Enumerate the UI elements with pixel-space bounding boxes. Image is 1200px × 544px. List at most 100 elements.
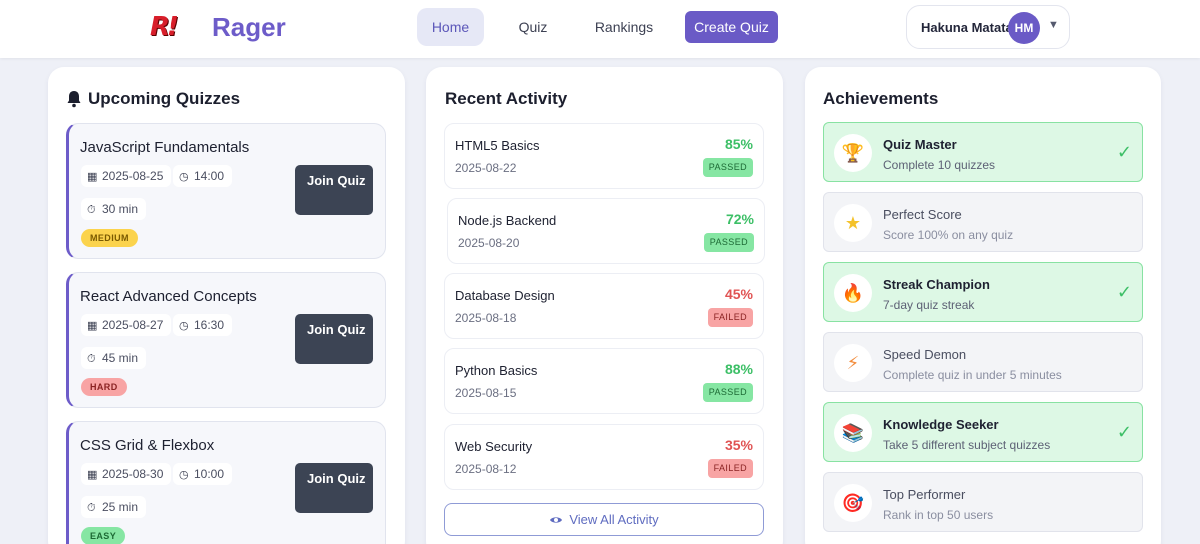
difficulty-badge: MEDIUM	[81, 229, 138, 247]
status-badge: FAILED	[707, 308, 753, 327]
achievement-desc: Complete 10 quizzes	[883, 158, 996, 172]
achievement-title: Perfect Score	[883, 207, 962, 222]
join-quiz-button[interactable]: Join Quiz	[295, 165, 373, 215]
achievements-card: Achievements 🏆 Quiz Master Complete 10 q…	[805, 67, 1161, 544]
status-badge: PASSED	[703, 233, 754, 252]
quiz-duration: ⏱ 30 min	[81, 198, 147, 220]
achievement-item: 📚 Knowledge Seeker Take 5 different subj…	[823, 402, 1143, 462]
achievement-item: 🏆 Quiz Master Complete 10 quizzes ✓	[823, 122, 1143, 182]
calendar-icon: ▦	[87, 469, 98, 481]
activity-title: Node.js Backend	[458, 213, 557, 228]
activity-title: HTML5 Basics	[455, 138, 540, 153]
quiz-date: ▦ 2025-08-27	[81, 314, 172, 336]
lightning-icon: ⚡	[834, 344, 872, 382]
check-icon: ✓	[1116, 422, 1132, 442]
user-name: Hakuna Matata	[921, 20, 1013, 35]
nav-rankings[interactable]: Rankings	[594, 19, 654, 35]
eye-icon	[550, 516, 563, 523]
activity-score: 88%	[724, 361, 753, 377]
quiz-duration: ⏱ 25 min	[81, 496, 147, 518]
achievement-title: Quiz Master	[883, 137, 957, 152]
activity-title: Python Basics	[455, 363, 538, 378]
activity-score: 45%	[724, 286, 753, 302]
activity-title: Database Design	[455, 288, 555, 303]
achievement-title: Streak Champion	[883, 277, 990, 292]
quiz-time: ◷ 10:00	[173, 463, 233, 485]
achievement-title: Knowledge Seeker	[883, 417, 999, 432]
clock-icon: ◷	[179, 469, 189, 481]
quiz-title: React Advanced Concepts	[80, 288, 257, 305]
activity-date: 2025-08-12	[455, 462, 517, 476]
nav-quiz[interactable]: Quiz	[518, 19, 548, 35]
quiz-title: JavaScript Fundamentals	[80, 139, 250, 156]
calendar-icon: ▦	[87, 320, 98, 332]
user-menu[interactable]: Hakuna Matata HM ▼	[906, 5, 1070, 49]
avatar: HM	[1008, 12, 1040, 44]
stopwatch-icon: ⏱	[87, 353, 96, 365]
activity-title: Web Security	[455, 439, 533, 454]
achievement-item: ⚡ Speed Demon Complete quiz in under 5 m…	[823, 332, 1143, 392]
activity-score: 85%	[724, 136, 753, 152]
activity-item[interactable]: HTML5 Basics 2025-08-22 85% PASSED	[444, 123, 764, 189]
activity-score: 35%	[724, 437, 753, 453]
clock-icon: ◷	[179, 171, 189, 183]
brand-name[interactable]: Rager	[212, 12, 286, 42]
achievement-desc: Rank in top 50 users	[883, 508, 994, 522]
books-icon: 📚	[834, 414, 872, 452]
achievement-desc: Take 5 different subject quizzes	[883, 438, 1051, 452]
achievement-desc: Complete quiz in under 5 minutes	[883, 368, 1062, 382]
achievement-title: Speed Demon	[883, 347, 967, 362]
activity-item[interactable]: Web Security 2025-08-12 35% FAILED	[444, 424, 764, 490]
quiz-time: ◷ 14:00	[173, 165, 233, 187]
activity-date: 2025-08-18	[455, 311, 517, 325]
status-badge: PASSED	[702, 158, 753, 177]
achievement-title: Top Performer	[883, 487, 966, 502]
activity-item[interactable]: Python Basics 2025-08-15 88% PASSED	[444, 348, 764, 414]
activity-item[interactable]: Database Design 2025-08-18 45% FAILED	[444, 273, 764, 339]
trophy-icon: 🏆	[834, 134, 872, 172]
calendar-icon: ▦	[87, 171, 98, 183]
nav-home[interactable]: Home	[417, 8, 484, 46]
activity-item[interactable]: Node.js Backend 2025-08-20 72% PASSED	[447, 198, 765, 264]
target-icon: 🎯	[834, 484, 872, 522]
chevron-down-icon[interactable]: ▼	[1048, 19, 1059, 31]
top-header: R! Rager Home Quiz Rankings Create Quiz …	[0, 0, 1200, 58]
fire-icon: 🔥	[834, 274, 872, 312]
achievement-item: ★ Perfect Score Score 100% on any quiz	[823, 192, 1143, 252]
quiz-date: ▦ 2025-08-25	[81, 165, 172, 187]
quiz-duration: ⏱ 45 min	[81, 347, 147, 369]
upcoming-quizzes-card: Upcoming Quizzes JavaScript Fundamentals…	[48, 67, 405, 544]
difficulty-badge: HARD	[81, 378, 127, 396]
logo-mark[interactable]: R!	[150, 12, 179, 42]
quiz-time: ◷ 16:30	[173, 314, 233, 336]
achievement-desc: Score 100% on any quiz	[883, 228, 1014, 242]
activity-date: 2025-08-20	[458, 236, 520, 250]
quiz-title: CSS Grid & Flexbox	[80, 437, 215, 454]
recent-activity-card: Recent Activity HTML5 Basics 2025-08-22 …	[426, 67, 783, 544]
upcoming-title: Upcoming Quizzes	[88, 89, 241, 108]
check-icon: ✓	[1116, 282, 1132, 302]
quiz-date: ▦ 2025-08-30	[81, 463, 172, 485]
join-quiz-button[interactable]: Join Quiz	[295, 463, 373, 513]
check-icon: ✓	[1116, 142, 1132, 162]
status-badge: FAILED	[707, 459, 753, 478]
activity-score: 72%	[725, 211, 754, 227]
activity-date: 2025-08-22	[455, 161, 517, 175]
star-icon: ★	[834, 204, 872, 242]
stopwatch-icon: ⏱	[87, 204, 96, 216]
quiz-card: CSS Grid & Flexbox ▦ 2025-08-30 ◷ 10:00 ⏱ 2…	[66, 421, 386, 544]
stopwatch-icon: ⏱	[87, 502, 96, 514]
achievements-title: Achievements	[823, 89, 939, 108]
view-all-label: View All Activity	[569, 512, 659, 527]
status-badge: PASSED	[702, 383, 753, 402]
join-quiz-button[interactable]: Join Quiz	[295, 314, 373, 364]
recent-title: Recent Activity	[445, 89, 568, 108]
difficulty-badge: EASY	[81, 527, 126, 544]
achievement-item: 🎯 Top Performer Rank in top 50 users	[823, 472, 1143, 532]
quiz-card: JavaScript Fundamentals ▦ 2025-08-25 ◷ 14:…	[66, 123, 386, 259]
activity-date: 2025-08-15	[455, 386, 517, 400]
clock-icon: ◷	[179, 320, 189, 332]
bell-icon	[67, 91, 81, 108]
create-quiz-button[interactable]: Create Quiz	[685, 11, 778, 43]
view-all-activity-button[interactable]: View All Activity	[444, 503, 764, 536]
